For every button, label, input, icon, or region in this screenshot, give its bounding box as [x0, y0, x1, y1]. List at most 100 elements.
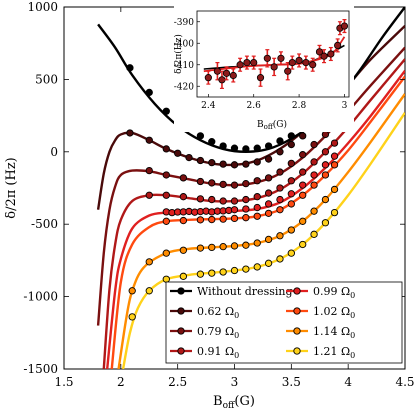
inset-data-point	[229, 71, 237, 80]
inset-x-axis-label: Boff(G)	[257, 119, 287, 131]
inset-data-point	[309, 61, 317, 69]
legend-marker-3	[177, 347, 185, 355]
inset-marks	[203, 19, 349, 90]
data-point-4-16	[276, 195, 284, 204]
inset-data-point	[236, 61, 244, 69]
inset-data-point	[284, 67, 292, 75]
data-point-1-7	[219, 160, 227, 168]
data-point-3-13	[310, 158, 318, 166]
data-point-4-15	[264, 200, 273, 208]
data-point-1-10	[253, 158, 261, 166]
data-point-0-5	[208, 138, 216, 146]
data-point-3-10	[276, 184, 284, 192]
data-point-3-5	[219, 197, 227, 205]
inset-data-point	[204, 74, 212, 82]
inset-background	[174, 6, 354, 132]
data-point-0-10	[264, 142, 273, 150]
data-point-3-12	[299, 168, 307, 176]
inset-y-tick-label: -410	[174, 61, 194, 71]
data-point-4-14	[253, 203, 261, 212]
inset-data-point	[288, 58, 296, 67]
data-point-1-6	[208, 159, 216, 167]
data-point-2-5	[219, 180, 227, 189]
data-point-4-17	[287, 190, 295, 198]
data-point-5-7	[253, 212, 261, 220]
inset-x-tick-label: 3	[342, 101, 348, 111]
main-ticks: 1.5 2 2.5 3 3.5 4 4.5 -1500 -1000 -500 0 500 1000	[23, 0, 414, 389]
legend-marker-7	[293, 347, 301, 355]
data-point-2-8	[253, 177, 261, 185]
data-point-6-9	[253, 239, 261, 247]
data-point-1-2	[162, 145, 170, 153]
inset-x-tick-label: 2.8	[292, 101, 307, 111]
data-point-5-1	[179, 216, 188, 225]
y-tick-label: -1500	[23, 362, 58, 376]
legend-label-7: 1.21 Ω0	[313, 345, 355, 360]
data-point-7-15	[321, 219, 330, 227]
data-point-6-4	[196, 244, 205, 252]
legend-marker-0	[177, 287, 185, 295]
data-point-5-2	[196, 216, 205, 224]
x-tick-label: 2	[117, 375, 125, 389]
inset-data-point	[270, 63, 278, 71]
data-point-1-11	[264, 155, 273, 163]
data-point-1-3	[174, 149, 182, 157]
data-point-7-11	[276, 255, 284, 263]
data-point-3-15	[330, 139, 339, 147]
legend-label-5: 1.02 Ω0	[313, 305, 355, 320]
data-point-7-1	[145, 287, 153, 295]
inset-data-point	[213, 67, 222, 75]
legend-items: Without dressing 0.62 Ω0 0.79 Ω0 0.91 Ω0 0.9…	[170, 285, 355, 360]
data-point-0-1	[145, 88, 153, 97]
data-point-2-14	[321, 130, 330, 139]
data-point-1-1	[145, 136, 153, 144]
legend-label-1: 0.62 Ω0	[197, 305, 239, 320]
data-point-1-5	[196, 156, 205, 165]
data-point-3-8	[253, 193, 261, 201]
y-axis-label: δ/2π (Hz)	[4, 157, 19, 218]
inset-y-tick-label: -420	[174, 82, 194, 92]
data-point-1-13	[287, 140, 295, 149]
x-tick-label: 3	[231, 375, 239, 389]
legend-marker-5	[293, 307, 301, 315]
data-point-0-0	[126, 64, 134, 72]
data-point-1-0	[126, 129, 134, 137]
legend-label-2: 0.79 Ω0	[197, 325, 239, 340]
data-point-2-13	[310, 140, 318, 149]
legend-box	[165, 281, 403, 364]
data-point-1-8	[230, 161, 239, 169]
inset-y-axis-label: δ/2π(Hz)	[173, 34, 184, 74]
data-point-7-5	[208, 269, 216, 277]
inset-data-point	[315, 48, 324, 56]
data-point-3-7	[242, 195, 250, 204]
inset-y-tick-label: -390	[174, 18, 194, 28]
data-point-2-11	[287, 159, 295, 168]
data-point-7-10	[264, 259, 273, 267]
data-point-4-18	[299, 181, 307, 189]
data-point-2-0	[145, 166, 153, 175]
data-point-1-4	[185, 153, 193, 162]
inset-data-point	[340, 22, 349, 30]
x-axis-label-tail: (G)	[234, 394, 255, 409]
data-point-4-21	[330, 152, 339, 160]
data-point-6-14	[310, 207, 318, 215]
data-point-3-14	[321, 148, 330, 156]
y-tick-label: -500	[31, 217, 58, 231]
data-point-6-0	[128, 287, 136, 295]
inset-ticks: 2.4 2.6 2.8 3 -420 -410 -400 -390	[174, 18, 348, 111]
data-point-6-10	[264, 235, 273, 244]
data-point-5-6	[242, 214, 250, 222]
data-point-7-7	[230, 266, 239, 275]
inset-chart: 2.4 2.6 2.8 3 -420 -410 -400 -390 δ/2π(Hz) Boff…	[173, 6, 354, 132]
inset-data-point	[250, 58, 258, 67]
data-point-4-13	[242, 205, 250, 213]
data-point-6-12	[287, 226, 295, 234]
data-point-0-11	[276, 137, 284, 145]
data-point-2-4	[208, 179, 216, 187]
data-point-0-7	[230, 144, 239, 152]
inset-data-point	[302, 58, 310, 67]
data-point-4-20	[321, 161, 330, 169]
data-point-7-2	[162, 275, 170, 283]
data-point-0-9	[253, 144, 261, 152]
x-tick-label: 1.5	[54, 375, 73, 389]
